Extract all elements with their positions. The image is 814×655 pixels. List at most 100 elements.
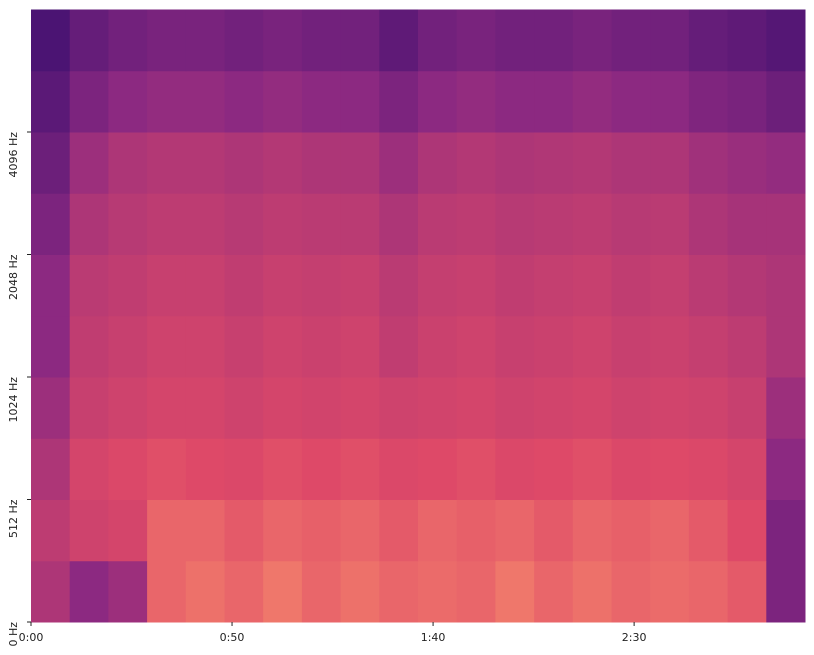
spectrogram-cell (224, 560, 264, 623)
spectrogram-cell (108, 254, 148, 317)
spectrogram-cell (147, 9, 187, 72)
spectrogram-cell (69, 132, 109, 194)
spectrogram-cell (534, 560, 574, 623)
spectrogram-cell (418, 438, 458, 500)
spectrogram-cell (185, 254, 225, 317)
spectrogram-cell (495, 193, 535, 255)
spectrogram-cell (611, 315, 651, 378)
x-tick-label: 2:30 (622, 631, 647, 644)
spectrogram-cell (69, 315, 109, 378)
spectrogram-cell (727, 377, 767, 439)
spectrogram-cell (650, 438, 690, 500)
spectrogram-cell (185, 315, 225, 378)
spectrogram-cell (147, 438, 187, 500)
spectrogram-cell (688, 315, 729, 378)
spectrogram-cell (379, 132, 419, 194)
spectrogram-cell (108, 9, 148, 72)
spectrogram-cell (688, 254, 729, 317)
spectrogram-cell (108, 70, 148, 133)
spectrogram-cell (147, 377, 187, 439)
spectrogram-cell (456, 315, 496, 378)
spectrogram-cell (456, 438, 496, 500)
spectrogram-cell (108, 377, 148, 439)
spectrogram-cell (650, 315, 690, 378)
spectrogram-cell (340, 254, 380, 317)
spectrogram-cell (766, 254, 806, 317)
spectrogram-cell (534, 377, 574, 439)
spectrogram-cell (611, 132, 651, 194)
spectrogram-cell (147, 132, 187, 194)
spectrogram-cell (31, 132, 71, 194)
spectrogram-cell (688, 9, 729, 72)
spectrogram-cell (340, 499, 380, 562)
spectrogram-cell (31, 377, 71, 439)
spectrogram-cell (495, 499, 535, 562)
spectrogram-cell (379, 254, 419, 317)
spectrogram-cell (379, 560, 419, 623)
spectrogram-cell (69, 193, 109, 255)
spectrogram-cell (263, 377, 303, 439)
spectrogram-cell (301, 9, 342, 72)
spectrogram-cell (611, 254, 651, 317)
spectrogram-cell (185, 132, 225, 194)
spectrogram-cell (340, 193, 380, 255)
spectrogram-cell (456, 377, 496, 439)
spectrogram-cell (224, 315, 264, 378)
spectrogram-cell (224, 377, 264, 439)
spectrogram-cell (534, 9, 574, 72)
spectrogram-cell (727, 193, 767, 255)
spectrogram-cell (611, 377, 651, 439)
spectrogram-cell (766, 499, 806, 562)
spectrogram-cell (727, 499, 767, 562)
spectrogram-cell (688, 438, 729, 500)
spectrogram-cell (108, 193, 148, 255)
spectrogram-cell (108, 315, 148, 378)
spectrogram-cell (263, 132, 303, 194)
spectrogram-cell (224, 9, 264, 72)
spectrogram-cell (572, 377, 612, 439)
spectrogram-cell (611, 499, 651, 562)
y-tick-label: 512 Hz (7, 499, 20, 538)
spectrogram-cell (69, 499, 109, 562)
spectrogram-cell (688, 499, 729, 562)
spectrogram-cell (263, 499, 303, 562)
spectrogram-cell (31, 70, 71, 133)
spectrogram-cell (147, 499, 187, 562)
spectrogram-cell (224, 254, 264, 317)
spectrogram-cell (572, 315, 612, 378)
spectrogram-cell (534, 254, 574, 317)
spectrogram-cell (340, 438, 380, 500)
spectrogram-cell (456, 9, 496, 72)
spectrogram-cell (688, 193, 729, 255)
spectrogram-cell (495, 315, 535, 378)
spectrogram-cell (572, 70, 612, 133)
spectrogram-cell (69, 377, 109, 439)
spectrogram-cell (418, 70, 458, 133)
spectrogram-cell (418, 193, 458, 255)
spectrogram-cell (31, 560, 71, 623)
spectrogram-cell (572, 9, 612, 72)
spectrogram-cell (418, 560, 458, 623)
spectrogram-cell (185, 499, 225, 562)
spectrogram-cell (766, 438, 806, 500)
spectrogram-cell (31, 9, 71, 72)
spectrogram-cell (224, 132, 264, 194)
spectrogram-cell (301, 70, 342, 133)
spectrogram-cell (456, 560, 496, 623)
spectrogram-cell (263, 193, 303, 255)
spectrogram-cell (650, 132, 690, 194)
spectrogram-cell (572, 560, 612, 623)
spectrogram-cell (31, 438, 71, 500)
spectrogram-cell (534, 315, 574, 378)
spectrogram-cell (31, 254, 71, 317)
spectrogram-cell (185, 438, 225, 500)
spectrogram-cell (766, 70, 806, 133)
spectrogram-cell (147, 560, 187, 623)
spectrogram-cell (340, 132, 380, 194)
spectrogram-cell (301, 315, 342, 378)
spectrogram-cell (650, 193, 690, 255)
spectrogram-cell (534, 70, 574, 133)
spectrogram-cell (147, 70, 187, 133)
spectrogram-cell (534, 499, 574, 562)
